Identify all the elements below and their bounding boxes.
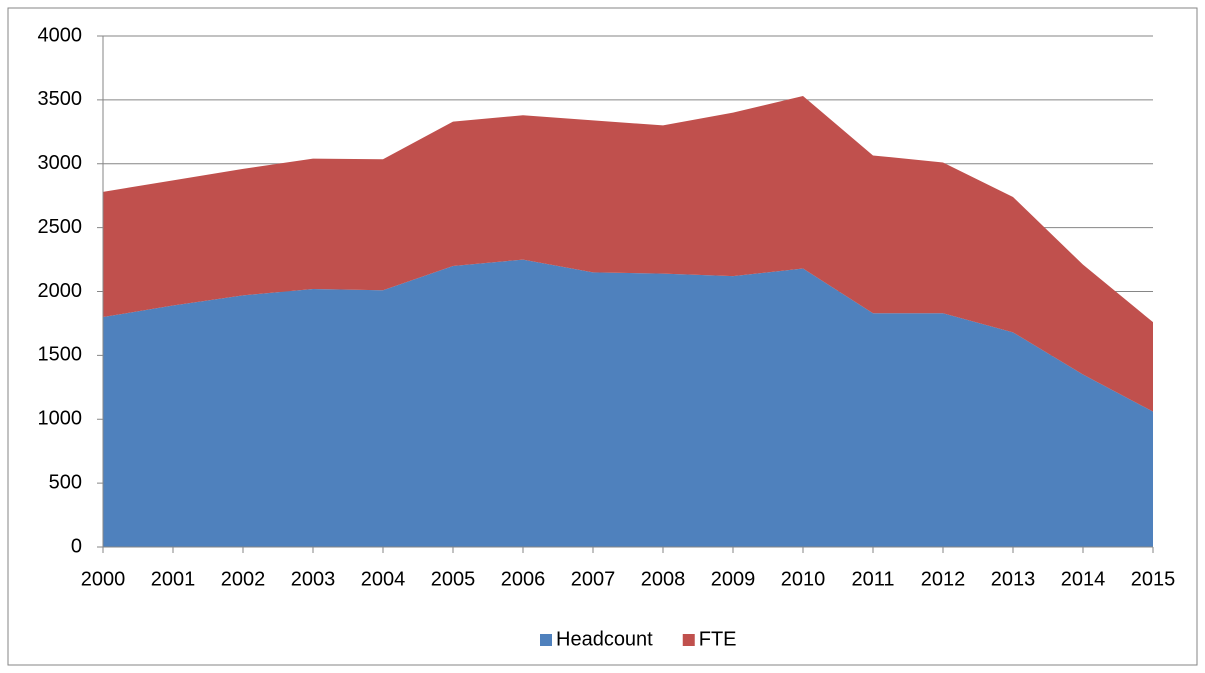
y-tick-label: 4000 xyxy=(38,24,83,46)
x-tick-label: 2013 xyxy=(991,568,1036,590)
x-tick-label: 2000 xyxy=(81,568,126,590)
x-tick-label: 2007 xyxy=(571,568,616,590)
x-tick-label: 2010 xyxy=(781,568,826,590)
y-tick-label: 3500 xyxy=(38,88,83,110)
legend-swatch xyxy=(682,634,695,646)
x-tick-label: 2008 xyxy=(641,568,686,590)
x-tick-label: 2012 xyxy=(921,568,966,590)
legend-label: FTE xyxy=(699,628,737,650)
x-tick-label: 2001 xyxy=(151,568,196,590)
y-tick-label: 500 xyxy=(49,471,82,493)
y-tick-label: 0 xyxy=(71,535,82,557)
x-tick-label: 2002 xyxy=(221,568,266,590)
x-tick-label: 2015 xyxy=(1131,568,1176,590)
y-tick-label: 2500 xyxy=(38,216,83,238)
legend-swatch xyxy=(540,634,552,646)
x-tick-label: 2004 xyxy=(361,568,406,590)
area xyxy=(103,259,1153,547)
y-tick-label: 2000 xyxy=(38,280,83,302)
x-tick-label: 2006 xyxy=(501,568,546,590)
y-tick-label: 1000 xyxy=(38,408,83,430)
legend-label: Headcount xyxy=(556,628,653,650)
y-tick-label: 1500 xyxy=(38,344,83,366)
x-tick-label: 2009 xyxy=(711,568,756,590)
area xyxy=(103,96,1153,412)
x-tick-label: 2003 xyxy=(291,568,336,590)
x-tick-label: 2005 xyxy=(431,568,476,590)
x-tick-label: 2011 xyxy=(851,568,894,590)
y-tick-label: 3000 xyxy=(38,152,83,174)
x-tick-label: 2014 xyxy=(1061,568,1106,590)
